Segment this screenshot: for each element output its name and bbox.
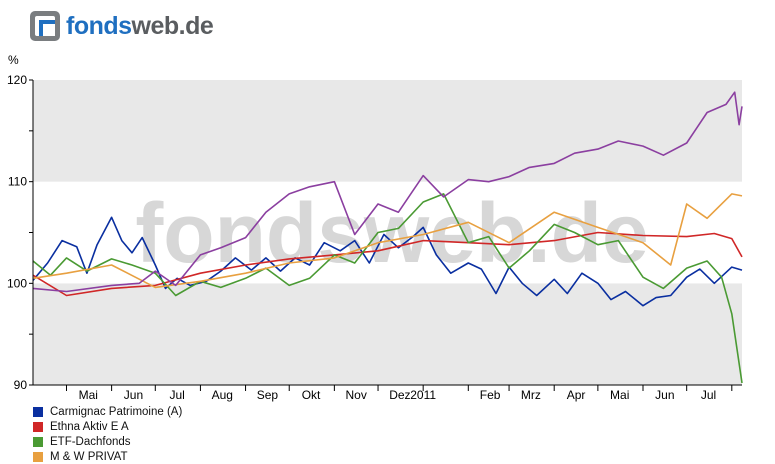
x-tick-label: Jul <box>701 388 716 402</box>
x-tick-label: Aug <box>212 388 233 402</box>
legend-swatch <box>33 452 43 462</box>
legend-label: Carmignac Patrimoine (A) <box>50 406 183 418</box>
x-tick-label: Jun <box>655 388 674 402</box>
legend-item: Carmignac Patrimoine (A) <box>33 405 182 419</box>
background-band <box>33 283 742 385</box>
y-tick-label: 90 <box>14 378 28 392</box>
x-tick-label: Jun <box>124 388 143 402</box>
legend-swatch <box>33 422 43 432</box>
x-tick-label: Sep <box>257 388 279 402</box>
series-line-5 <box>32 91 743 293</box>
series-line-1 <box>32 216 743 307</box>
background-band <box>33 181 742 284</box>
series-line-3 <box>32 193 743 384</box>
x-tick-label: Mrz <box>521 388 541 402</box>
fondsweb-logo[interactable]: fondsweb.de <box>30 8 214 44</box>
legend-label: ETF-Dachfonds <box>50 436 131 448</box>
x-tick-label: Apr <box>567 388 586 402</box>
x-tick-label: 2011 <box>410 388 436 402</box>
performance-chart: fondsweb.de 90 100 110 120% Mai Jun Jul Aug Sep O… <box>7 53 743 402</box>
background-bands <box>33 80 742 385</box>
legend-swatch <box>33 407 43 417</box>
legend-label: M & W PRIVAT <box>50 451 128 463</box>
y-tick-label: 100 <box>7 276 27 290</box>
watermark-text: fondsweb.de <box>135 186 648 280</box>
x-tick-label: Feb <box>480 388 501 402</box>
legend-item: Ethna Aktiv E A <box>33 420 129 434</box>
x-tick-label: Mai <box>79 388 98 402</box>
x-tick-label: Jul <box>169 388 184 402</box>
x-tick-label: Dez <box>389 388 410 402</box>
y-tick-label: 120 <box>7 73 27 87</box>
legend-swatch <box>33 437 43 447</box>
y-tick-label: 110 <box>8 175 27 189</box>
series-line-4 <box>32 193 743 289</box>
axes: 90 100 110 120% Mai Jun Jul Aug Sep Okt Nov Dez 2011… <box>7 53 742 402</box>
legend-label: Ethna Aktiv E A <box>50 421 129 433</box>
y-axis-unit-label: % <box>8 53 19 67</box>
x-tick-label: Nov <box>346 388 367 402</box>
fondsweb-logo-icon <box>30 11 60 41</box>
legend-item: M & W PRIVAT <box>33 450 128 464</box>
x-tick-label: Okt <box>302 388 321 402</box>
legend-item: ETF-Dachfonds <box>33 435 131 449</box>
x-tick-label: Mai <box>610 388 629 402</box>
fondsweb-logo-text: fondsweb.de <box>66 12 214 40</box>
series-layer <box>32 91 743 384</box>
background-band <box>33 80 742 182</box>
series-line-2 <box>32 231 743 297</box>
